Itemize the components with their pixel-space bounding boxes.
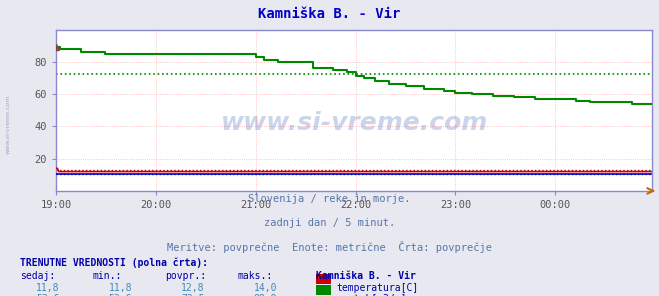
Text: temperatura[C]: temperatura[C] bbox=[336, 283, 418, 293]
Text: min.:: min.: bbox=[92, 271, 122, 281]
Text: Meritve: povprečne  Enote: metrične  Črta: povprečje: Meritve: povprečne Enote: metrične Črta:… bbox=[167, 241, 492, 253]
Text: Kamniška B. - Vir: Kamniška B. - Vir bbox=[258, 7, 401, 21]
Text: 14,0: 14,0 bbox=[254, 283, 277, 293]
Text: 12,8: 12,8 bbox=[181, 283, 205, 293]
Text: 11,8: 11,8 bbox=[36, 283, 60, 293]
Text: 88,9: 88,9 bbox=[254, 294, 277, 296]
Text: TRENUTNE VREDNOSTI (polna črta):: TRENUTNE VREDNOSTI (polna črta): bbox=[20, 258, 208, 268]
Text: sedaj:: sedaj: bbox=[20, 271, 55, 281]
Text: 53,6: 53,6 bbox=[36, 294, 60, 296]
Text: 72,5: 72,5 bbox=[181, 294, 205, 296]
Text: zadnji dan / 5 minut.: zadnji dan / 5 minut. bbox=[264, 218, 395, 228]
Text: www.si-vreme.com: www.si-vreme.com bbox=[221, 111, 488, 135]
Text: 11,8: 11,8 bbox=[109, 283, 132, 293]
Text: www.si-vreme.com: www.si-vreme.com bbox=[5, 94, 11, 154]
Text: 53,6: 53,6 bbox=[109, 294, 132, 296]
Text: povpr.:: povpr.: bbox=[165, 271, 206, 281]
Text: pretok[m3/s]: pretok[m3/s] bbox=[336, 294, 407, 296]
Text: Kamniška B. - Vir: Kamniška B. - Vir bbox=[316, 271, 416, 281]
Text: Slovenija / reke in morje.: Slovenija / reke in morje. bbox=[248, 194, 411, 204]
Text: maks.:: maks.: bbox=[237, 271, 272, 281]
